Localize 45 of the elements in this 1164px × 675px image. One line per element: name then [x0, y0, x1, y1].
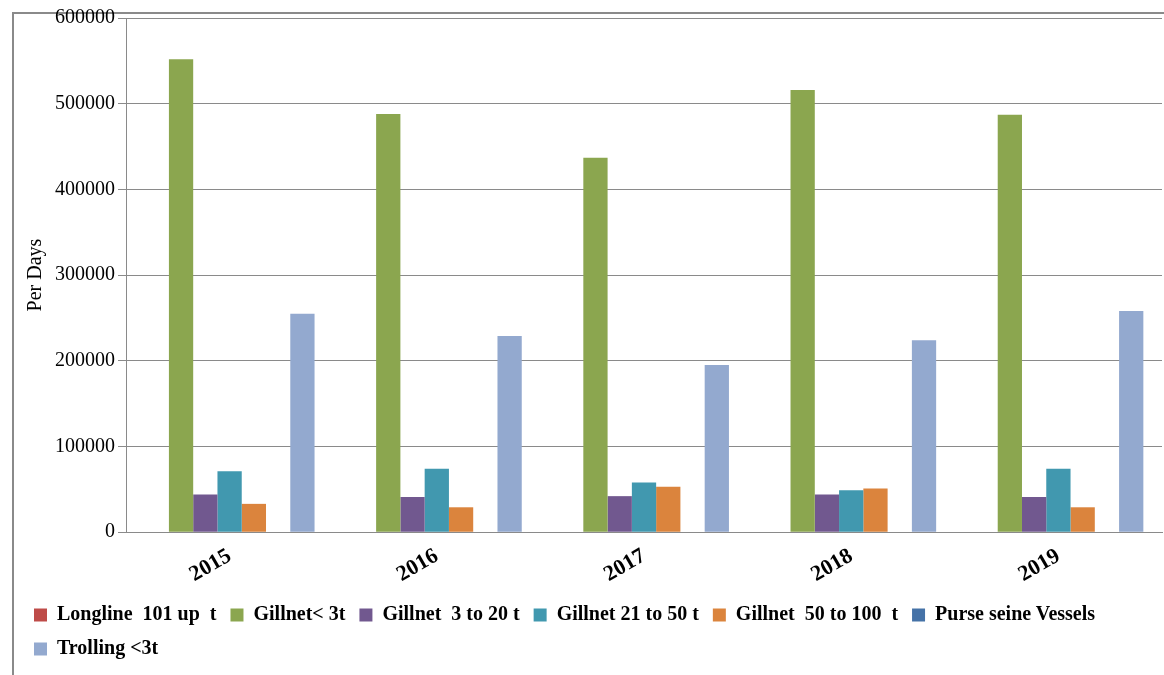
- legend-label: Gillnet 50 to 100 t: [735, 602, 899, 625]
- bar: [863, 488, 888, 532]
- legend-label: Gillnet< 3t: [253, 602, 346, 625]
- y-tick-label: 300000: [55, 262, 115, 285]
- x-tick-label: 2019: [1013, 542, 1064, 586]
- y-tick-label: 600000: [55, 5, 115, 28]
- bar: [656, 486, 681, 532]
- y-tick-label: 0: [105, 519, 115, 542]
- x-tick-label: 2018: [805, 542, 857, 586]
- y-tick-label: 500000: [55, 90, 115, 113]
- bar: [997, 114, 1022, 532]
- bar: [217, 471, 242, 532]
- bar: [168, 59, 194, 532]
- bar: [1021, 497, 1047, 532]
- x-tick-label: 2015: [184, 542, 235, 586]
- bar: [839, 490, 864, 532]
- x-tick-label: 2016: [391, 542, 443, 586]
- bar: [631, 482, 657, 532]
- bar: [1070, 507, 1095, 532]
- bar: [290, 313, 315, 532]
- bar: [814, 494, 840, 532]
- legend-label: Longline 101 up t: [57, 602, 217, 626]
- bar: [790, 89, 815, 532]
- y-axis-title: Per Days: [23, 238, 47, 312]
- bar: [1119, 311, 1144, 532]
- bar: [1046, 468, 1071, 532]
- bar: [911, 340, 937, 532]
- bar: [704, 365, 729, 532]
- bar: [400, 497, 425, 532]
- bar: [424, 468, 449, 532]
- y-tick-label: 100000: [55, 433, 115, 456]
- legend-label: Trolling <3t: [57, 636, 159, 660]
- bar: [241, 503, 267, 532]
- legend-label: Gillnet 3 to 20 t: [382, 602, 520, 625]
- bar: [376, 113, 401, 532]
- bar: [193, 494, 218, 532]
- y-tick-label: 200000: [55, 348, 115, 371]
- legend-label: Purse seine Vessels: [935, 602, 1096, 625]
- bar: [448, 507, 474, 532]
- x-tick-label: 2017: [598, 542, 650, 586]
- bar: [497, 335, 522, 532]
- bar: [583, 157, 608, 532]
- y-tick-label: 400000: [55, 176, 115, 199]
- legend-label: Gillnet 21 to 50 t: [556, 602, 700, 625]
- bar: [607, 496, 632, 532]
